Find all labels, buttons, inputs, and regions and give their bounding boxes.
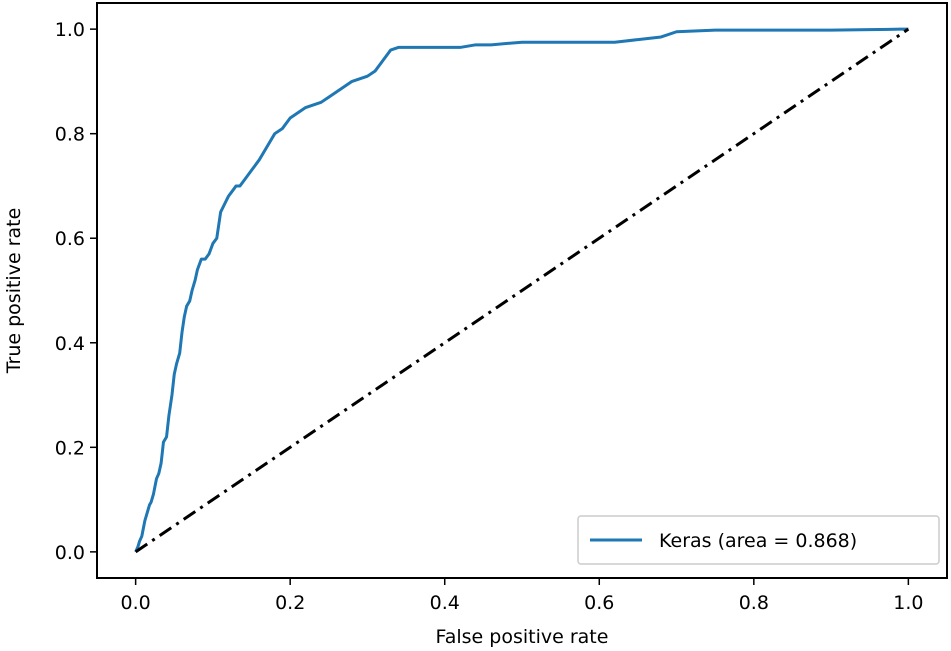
x-tick-label: 0.6 [584,592,614,614]
legend-box [577,515,940,565]
y-tick-label: 1.0 [55,19,85,41]
series-line-keras [134,27,909,553]
y-tick-label: 0.8 [55,124,85,146]
chance-diagonal-line [134,27,910,554]
x-tick-label: 0.4 [430,592,460,614]
y-tick-label: 0.2 [55,437,85,459]
axis-ticks: 0.0 0.2 0.4 0.6 0.8 1.0 0.0 0.2 0.4 0.6 0.8 1.0 [55,19,924,614]
x-tick-label: 0.0 [121,592,151,614]
legend-entry-keras: Keras (area = 0.868) [659,530,857,552]
legend: Keras (area = 0.868) [577,515,940,565]
y-tick-label: 0.0 [55,542,85,564]
y-tick-label: 0.4 [55,333,85,355]
plot-area [134,27,910,554]
x-axis-label: False positive rate [436,626,609,648]
x-tick-label: 0.2 [275,592,305,614]
y-tick-label: 0.6 [55,228,85,250]
x-tick-label: 1.0 [893,592,923,614]
y-axis-label: True positive rate [3,208,25,375]
x-tick-label: 0.8 [739,592,769,614]
axes-frame [96,2,948,579]
